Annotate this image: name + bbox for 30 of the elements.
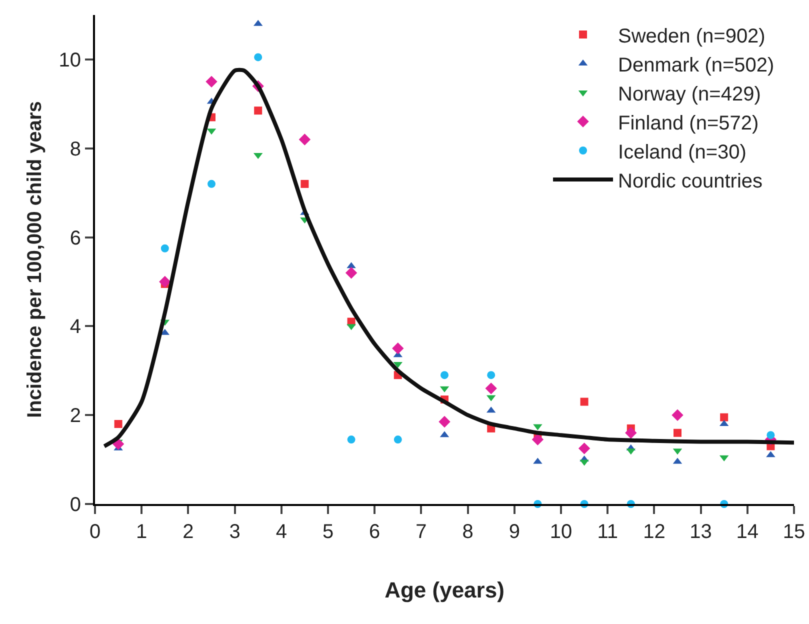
x-tick-label: 4 <box>276 521 287 543</box>
y-tick-label: 10 <box>58 49 81 72</box>
legend-label: Nordic countries <box>618 170 763 192</box>
legend-label: Iceland (n=30) <box>618 141 746 164</box>
x-tick-label: 8 <box>462 521 474 543</box>
y-tick-label: 2 <box>70 405 81 428</box>
x-tick-label: 3 <box>229 521 240 543</box>
x-tick-label: 5 <box>322 521 334 543</box>
x-tick-label: 2 <box>182 521 194 543</box>
legend-label: Denmark (n=502) <box>618 54 774 76</box>
y-tick-label: 4 <box>70 316 81 338</box>
legend-label: Norway (n=429) <box>618 83 761 106</box>
y-axis-title: Incidence per 100,000 child years <box>24 101 46 418</box>
x-tick-label: 10 <box>550 521 572 543</box>
x-tick-label: 6 <box>369 521 380 543</box>
x-tick-label: 11 <box>597 521 618 543</box>
x-axis-title: Age (years) <box>384 577 504 602</box>
legend-label: Sweden (n=902) <box>618 25 766 48</box>
y-tick-label: 6 <box>70 227 81 250</box>
x-tick-label: 14 <box>736 521 759 543</box>
x-tick-label: 1 <box>136 521 148 543</box>
x-tick-label: 12 <box>643 521 666 543</box>
x-tick-label: 7 <box>416 521 427 543</box>
x-tick-label: 0 <box>89 521 101 543</box>
x-tick-label: 9 <box>508 521 520 543</box>
x-tick-label: 13 <box>690 521 712 543</box>
x-tick-label: 15 <box>782 521 806 543</box>
y-tick-label: 0 <box>70 494 81 516</box>
y-tick-label: 8 <box>70 138 81 160</box>
legend-label: Finland (n=572) <box>618 112 759 134</box>
